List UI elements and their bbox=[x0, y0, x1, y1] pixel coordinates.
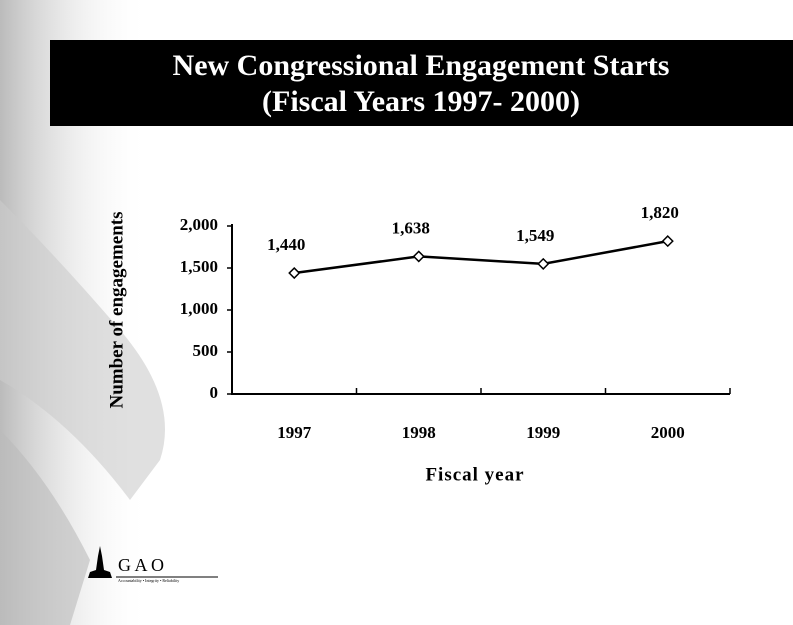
data-marker bbox=[537, 257, 550, 270]
chart-subtitle: (Fiscal Years 1997- 2000) bbox=[262, 85, 580, 118]
title-banner bbox=[50, 40, 793, 126]
x-tick-label: 2000 bbox=[651, 423, 685, 442]
logo-text: G A O bbox=[118, 555, 164, 575]
data-marker bbox=[288, 266, 301, 280]
x-axis-label: Fiscal year bbox=[425, 464, 524, 485]
y-tick-label: 0 bbox=[210, 383, 219, 402]
data-label: 1,820 bbox=[641, 203, 679, 222]
chart-title: New Congressional Engagement Starts bbox=[173, 49, 670, 82]
plot: 0 500 1,000 1,500 2,000 1997 1998 1999 2000 1,440… bbox=[180, 203, 731, 442]
y-tick-label: 2,000 bbox=[180, 215, 218, 234]
x-tick-label: 1997 bbox=[277, 423, 312, 442]
data-label: 1,549 bbox=[516, 226, 554, 245]
series-line bbox=[294, 239, 668, 275]
logo-tagline: Accountability • Integrity • Reliability bbox=[118, 578, 179, 583]
y-tick-label: 500 bbox=[193, 341, 219, 360]
y-tick-label: 1,500 bbox=[180, 257, 218, 276]
data-marker bbox=[412, 250, 425, 263]
data-label: 1,440 bbox=[267, 235, 305, 254]
logo-dome bbox=[88, 546, 112, 578]
x-tick-label: 1999 bbox=[526, 423, 560, 442]
data-label: 1,638 bbox=[392, 218, 430, 237]
y-tick-label: 1,000 bbox=[180, 299, 218, 318]
data-marker bbox=[661, 235, 674, 248]
y-axis-label: Number of engagements bbox=[106, 211, 127, 408]
x-tick-label: 1998 bbox=[402, 423, 436, 442]
logo: G A O Accountability • Integrity • Relia… bbox=[88, 546, 218, 583]
